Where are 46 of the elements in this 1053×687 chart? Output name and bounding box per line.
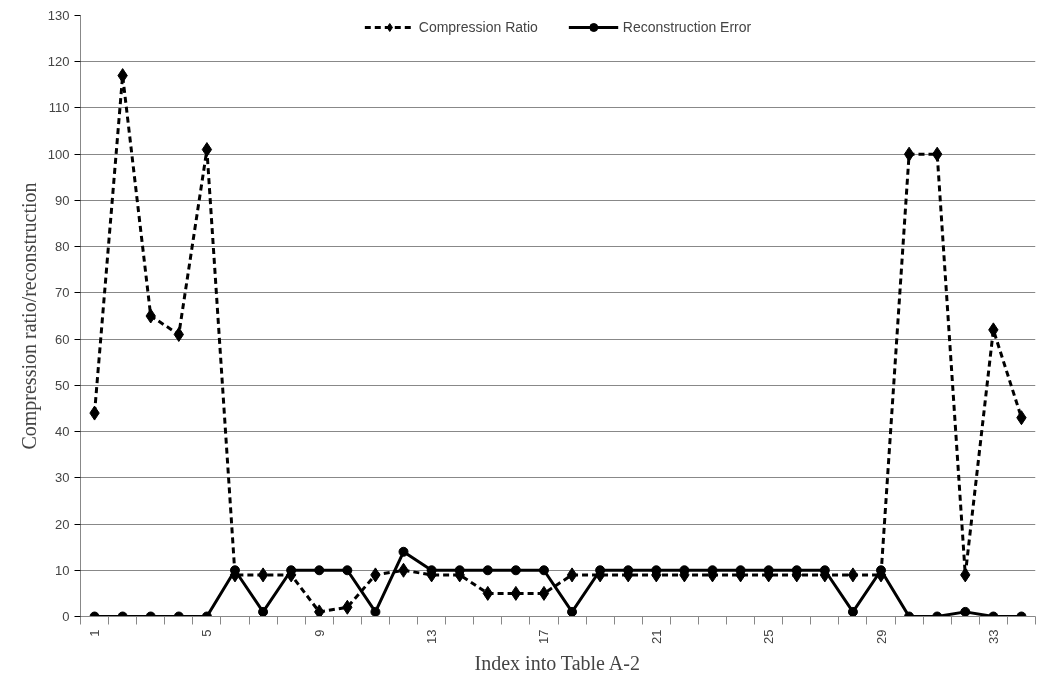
point — [538, 565, 549, 576]
y-axis-title: Compression ratio/reconstruction — [17, 182, 41, 450]
x-tick-label: 9 — [311, 629, 327, 637]
y-tick-label: 10 — [55, 562, 70, 578]
y-tick-label: 80 — [55, 239, 70, 255]
x-axis-title: Index into Table A-2 — [474, 651, 640, 674]
point — [847, 567, 859, 583]
point — [567, 606, 578, 617]
point — [510, 565, 521, 576]
y-tick-label: 130 — [47, 8, 70, 23]
legend-label: Reconstruction Error — [622, 19, 752, 35]
y-tick-label: 100 — [47, 146, 70, 162]
point — [258, 606, 269, 617]
y-tick-label: 40 — [55, 424, 70, 440]
y-tick-label: 50 — [55, 377, 70, 393]
point — [370, 606, 381, 617]
point — [342, 565, 353, 576]
point — [201, 142, 213, 158]
x-tick-label: 13 — [424, 629, 440, 644]
y-tick-label: 90 — [55, 192, 70, 208]
x-tick-label: 1 — [87, 629, 103, 637]
point — [538, 585, 550, 601]
point — [314, 565, 325, 576]
y-tick-label: 30 — [55, 470, 70, 486]
point — [566, 567, 578, 583]
point — [314, 604, 325, 617]
point — [398, 546, 409, 557]
y-tick-label: 110 — [48, 100, 70, 116]
point — [903, 146, 915, 162]
point — [482, 565, 493, 576]
point — [257, 567, 269, 583]
y-tick-label: 60 — [55, 331, 70, 347]
x-tick-label: 33 — [985, 629, 1001, 644]
y-tick-label: 20 — [55, 516, 70, 532]
y-tick-label: 120 — [47, 54, 70, 70]
y-tick-label: 0 — [62, 609, 70, 624]
legend-label: Compression Ratio — [418, 19, 538, 35]
x-tick-label: 21 — [648, 629, 664, 644]
x-tick-label: 17 — [536, 629, 552, 644]
point — [847, 606, 858, 617]
point — [510, 585, 522, 601]
y-tick-label: 70 — [55, 285, 70, 301]
point — [960, 606, 971, 617]
x-tick-label: 25 — [761, 629, 777, 644]
x-tick-label: 5 — [199, 629, 215, 637]
x-tick-label: 29 — [873, 629, 889, 644]
